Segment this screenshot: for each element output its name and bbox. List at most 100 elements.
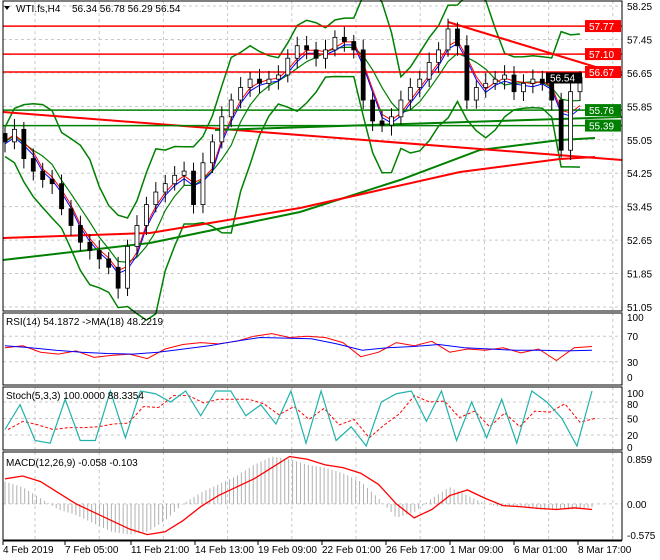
candle-body: [172, 174, 178, 185]
candle-body: [238, 87, 244, 101]
indicator-tick-label: 20: [627, 431, 639, 442]
candle-body: [568, 91, 573, 151]
long-ma-green-line: [2, 137, 596, 261]
price-level-label: 57.77: [589, 22, 614, 33]
candle-body: [511, 74, 517, 93]
price-level-label: 55.76: [589, 106, 614, 117]
price-level-badge: [585, 48, 621, 61]
candle-body: [285, 57, 291, 76]
x-tick-label: 7 Feb 05:00: [65, 545, 119, 556]
candle-body: [209, 141, 215, 164]
candle-body: [558, 99, 564, 151]
stoch-title: Stoch(5,3,3) 100.0000 88.3354: [6, 391, 144, 402]
candle-body: [370, 99, 376, 122]
candle-body: [445, 28, 451, 51]
support-trendline: [2, 111, 623, 161]
candle-body: [464, 45, 470, 101]
rsi-title: RSI(14) 54.1872 ->MA(18) 48.2219: [6, 317, 163, 328]
panel-frame-1: [2, 312, 623, 386]
candle-body: [228, 99, 234, 118]
candle-body: [78, 225, 83, 243]
ohlc-readout: 56.34 56.78 56.29 56.54: [72, 4, 181, 15]
candle-body: [12, 128, 17, 143]
candle-body: [181, 170, 187, 176]
x-tick-label: 4 Feb 2019: [3, 545, 54, 556]
x-tick-label: 19 Feb 09:00: [258, 545, 317, 556]
panel-frame-0: [2, 0, 623, 312]
candle-body: [219, 116, 225, 143]
candle-body: [455, 28, 460, 47]
price-tick-label: 57.45: [627, 35, 652, 46]
current-price-label: 56.54: [550, 73, 575, 84]
long-ma-red-line: [2, 156, 596, 239]
indicator-tick-label: 0: [627, 443, 633, 454]
candle-body: [191, 170, 196, 205]
candle-body: [313, 49, 319, 59]
indicator-tick-label: 30: [627, 358, 639, 369]
collapse-triangle-icon[interactable]: [4, 6, 10, 10]
price-level-badge: [585, 66, 621, 79]
x-tick-label: 11 Feb 21:00: [131, 545, 190, 556]
price-level-label: 57.10: [589, 50, 614, 61]
candle-body: [59, 183, 64, 210]
bollinger-lower-line: [4, 75, 581, 322]
rsi-ma-line: [4, 336, 593, 355]
candle-body: [200, 162, 206, 205]
candle-body: [379, 120, 385, 126]
candle-body: [257, 78, 262, 84]
macd-title: MACD(12,26,9) -0.058 -0.103: [6, 458, 138, 469]
indicator-tick-label: 100: [627, 313, 644, 324]
candle-body: [549, 82, 555, 101]
panel-frame-2: [2, 386, 623, 451]
candle-body: [530, 78, 536, 84]
indicator-tick-label: 70: [627, 332, 639, 343]
candle-body: [407, 87, 413, 101]
indicator-tick-label: 0.859: [627, 455, 652, 466]
candle-body: [398, 99, 404, 118]
x-tick-label: 1 Mar 09:00: [450, 545, 504, 556]
price-tick-label: 58.25: [627, 2, 652, 13]
price-level-badge: [585, 119, 621, 132]
candle-body: [521, 82, 526, 93]
candle-body: [360, 49, 366, 101]
candle-body: [483, 82, 489, 88]
x-tick-label: 14 Feb 13:00: [195, 545, 254, 556]
current-price-badge: [546, 72, 582, 84]
x-tick-label: 8 Mar 17:00: [578, 545, 632, 556]
candle-body: [40, 170, 46, 180]
candle-body: [106, 258, 112, 268]
candle-body: [115, 266, 121, 289]
candle-body: [21, 128, 27, 159]
candle-body: [304, 45, 310, 51]
candle-body: [134, 225, 140, 247]
price-tick-label: 52.65: [627, 236, 652, 247]
price-tick-label: 55.05: [627, 136, 652, 147]
price-tick-label: 53.45: [627, 203, 652, 214]
candle-body: [332, 36, 338, 51]
price-level-badge: [585, 104, 621, 117]
candle-body: [275, 74, 281, 80]
indicator-tick-label: 100: [627, 389, 644, 400]
indicator-tick-label: 50: [627, 415, 639, 426]
price-level-badge: [585, 20, 621, 33]
indicator-tick-label: 80: [627, 400, 639, 411]
candle-body: [153, 191, 159, 205]
candle-body: [68, 208, 74, 226]
candle-body: [389, 116, 394, 126]
candle-body: [341, 36, 347, 42]
indicator-tick-label: 0.00: [627, 500, 647, 511]
candle-body: [143, 204, 149, 226]
green-trendline: [214, 116, 623, 131]
x-tick-label: 6 Mar 01:00: [514, 545, 568, 556]
price-tick-label: 51.05: [627, 303, 652, 314]
candle-body: [426, 62, 432, 80]
rsi-line: [4, 333, 593, 362]
price-level-label: 56.67: [589, 68, 614, 79]
candle-body: [247, 78, 253, 88]
price-tick-label: 56.65: [627, 69, 652, 80]
x-tick-label: 26 Feb 17:00: [386, 545, 445, 556]
indicator-tick-label: 0: [627, 373, 633, 384]
price-tick-label: 51.85: [627, 270, 652, 281]
